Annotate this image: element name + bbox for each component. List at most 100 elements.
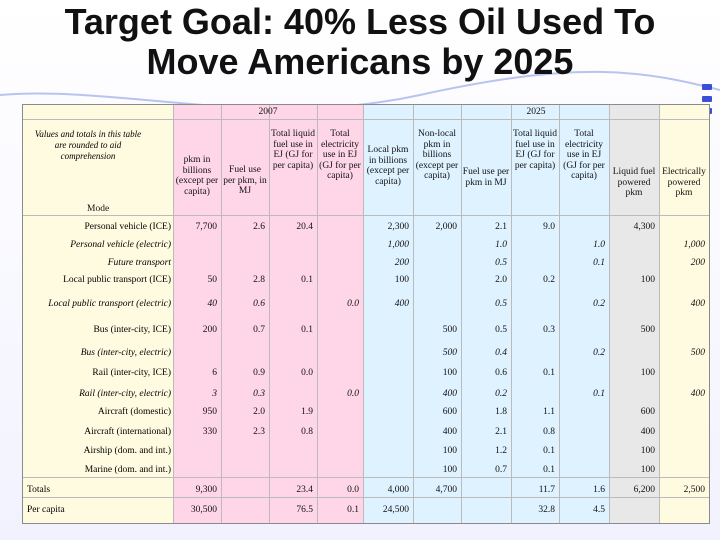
table-row-cell: 2.0 [495, 275, 507, 285]
table-row-cell: 0.1 [301, 275, 313, 285]
table-row-cell: 0.8 [543, 427, 555, 437]
table-row-cell: 0.0 [301, 368, 313, 378]
table-row-cell: 400 [690, 299, 705, 309]
table-row-cell: 200 [202, 325, 217, 335]
table-row-cell: 0.9 [253, 368, 265, 378]
table-row-cell: 2.3 [253, 427, 265, 437]
table-row-cell: 100 [640, 446, 655, 456]
table-row-cell: 0.2 [495, 389, 507, 399]
table-row-cell: 400 [394, 299, 409, 309]
totals-row-cell: 4,000 [387, 485, 409, 495]
totals-row-cell: 11.7 [538, 485, 555, 495]
table-row-cell: 400 [690, 389, 705, 399]
slide-title: Target Goal: 40% Less Oil Used To Move A… [0, 2, 720, 82]
table-row-cell: 500 [690, 348, 705, 358]
table-row-cell: 400 [442, 427, 457, 437]
table-row-cell: 2.1 [495, 222, 507, 232]
table-row-label: Bus (inter-city, ICE) [93, 325, 171, 335]
table-row-cell: 2.0 [253, 407, 265, 417]
table-row-label: Airship (dom. and int.) [83, 446, 171, 456]
per-capita-row-cell: 4.5 [593, 505, 605, 515]
table-row-cell: 2,300 [387, 222, 409, 232]
table-row-label: Personal vehicle (electric) [70, 240, 171, 250]
table-row-cell: 0.2 [593, 348, 605, 358]
totals-row-label: Totals [27, 485, 51, 495]
table-row-cell: 1.8 [495, 407, 507, 417]
table-row-cell: 100 [394, 275, 409, 285]
table-row-cell: 400 [442, 389, 457, 399]
table-row-cell: 0.3 [543, 325, 555, 335]
mode-header: Mode [87, 204, 110, 214]
oil-use-table: 2007 2025 Values and totals in this tabl… [22, 104, 710, 524]
table-row-label: Bus (inter-city, electric) [80, 348, 171, 358]
header-2025-fuel: Fuel use per pkm in MJ [462, 167, 510, 188]
table-row-label: Personal vehicle (ICE) [84, 222, 171, 232]
table-row-cell: 500 [640, 325, 655, 335]
table-row-label: Future transport [107, 258, 171, 268]
totals-row-cell: 0.0 [347, 485, 359, 495]
table-row-cell: 0.0 [347, 299, 359, 309]
header-2025-nonlocal: Non-local pkm in billions (except per ca… [415, 129, 459, 181]
header-2025-liquid: Total liquid fuel use in EJ (GJ for per … [513, 129, 557, 171]
table-row-cell: 2.6 [253, 222, 265, 232]
table-row-cell: 0.8 [301, 427, 313, 437]
table-row-cell: 1,000 [683, 240, 705, 250]
table-row-cell: 1.1 [543, 407, 555, 417]
table-row-cell: 0.5 [495, 258, 507, 268]
table-row-cell: 9.0 [543, 222, 555, 232]
table-row-label: Rail (inter-city, ICE) [92, 368, 171, 378]
table-row-cell: 0.2 [543, 275, 555, 285]
year-2025-header: 2025 [526, 107, 546, 117]
table-row-cell: 0.6 [253, 299, 265, 309]
table-row-label: Marine (dom. and int.) [84, 465, 171, 475]
table-row-cell: 3 [212, 389, 217, 399]
table-row-cell: 0.1 [593, 258, 605, 268]
table-row-cell: 600 [442, 407, 457, 417]
table-row-cell: 0.1 [543, 465, 555, 475]
table-row-cell: 100 [442, 368, 457, 378]
header-2007-fuel: Fuel use per pkm, in MJ [223, 165, 267, 196]
title-line-1: Target Goal: 40% Less Oil Used To [64, 1, 656, 42]
totals-row-cell: 2,500 [683, 485, 705, 495]
table-row-cell: 1.2 [495, 446, 507, 456]
header-2007-liquid: Total liquid fuel use in EJ (GJ for per … [271, 129, 315, 171]
table-row-cell: 4,300 [633, 222, 655, 232]
table-row-cell: 500 [442, 325, 457, 335]
table-row-cell: 50 [207, 275, 218, 285]
totals-row-cell: 6,200 [633, 485, 655, 495]
table-row-label: Rail (inter-city, electric) [79, 389, 171, 399]
table-row-label: Aircraft (domestic) [97, 407, 171, 417]
table-row-cell: 200 [690, 258, 705, 268]
table-row-cell: 1.0 [593, 240, 605, 250]
header-2025-local: Local pkm in billions (except per capita… [366, 145, 410, 187]
table-row-label: Aircraft (international) [84, 427, 171, 437]
per-capita-row-label: Per capita [27, 505, 65, 515]
table-row-cell: 20.4 [296, 222, 313, 232]
table-row-cell: 6 [212, 368, 217, 378]
table-row-cell: 7,700 [195, 222, 217, 232]
table-row-cell: 0.2 [593, 299, 605, 309]
table-row-cell: 2.8 [253, 275, 265, 285]
table-row-cell: 1.0 [495, 240, 507, 250]
table-row-cell: 100 [640, 368, 655, 378]
header-2007-pkm: pkm in billions (except per capita) [175, 155, 219, 197]
table-row-cell: 200 [394, 258, 409, 268]
table-row-cell: 2,000 [435, 222, 457, 232]
header-2025-electric-pkm: Electrically powered pkm [662, 167, 706, 198]
totals-row-cell: 9,300 [195, 485, 217, 495]
totals-row-cell: 1.6 [593, 485, 605, 495]
table-row-label: Local public transport (electric) [48, 299, 171, 309]
totals-row-cell: 4,700 [435, 485, 457, 495]
table-row-cell: 0.1 [543, 446, 555, 456]
per-capita-row-cell: 30,500 [190, 505, 217, 515]
table-row-cell: 2.1 [495, 427, 507, 437]
header-2007-electricity: Total electricity use in EJ (GJ for per … [319, 129, 361, 181]
table-row-cell: 100 [640, 465, 655, 475]
table-row-cell: 100 [442, 446, 457, 456]
totals-row-cell: 23.4 [296, 485, 313, 495]
table-row-cell: 0.7 [253, 325, 265, 335]
table-row-cell: 0.1 [543, 368, 555, 378]
per-capita-row-cell: 32.8 [538, 505, 555, 515]
table-row-cell: 0.3 [253, 389, 265, 399]
table-row-cell: 1.9 [301, 407, 313, 417]
